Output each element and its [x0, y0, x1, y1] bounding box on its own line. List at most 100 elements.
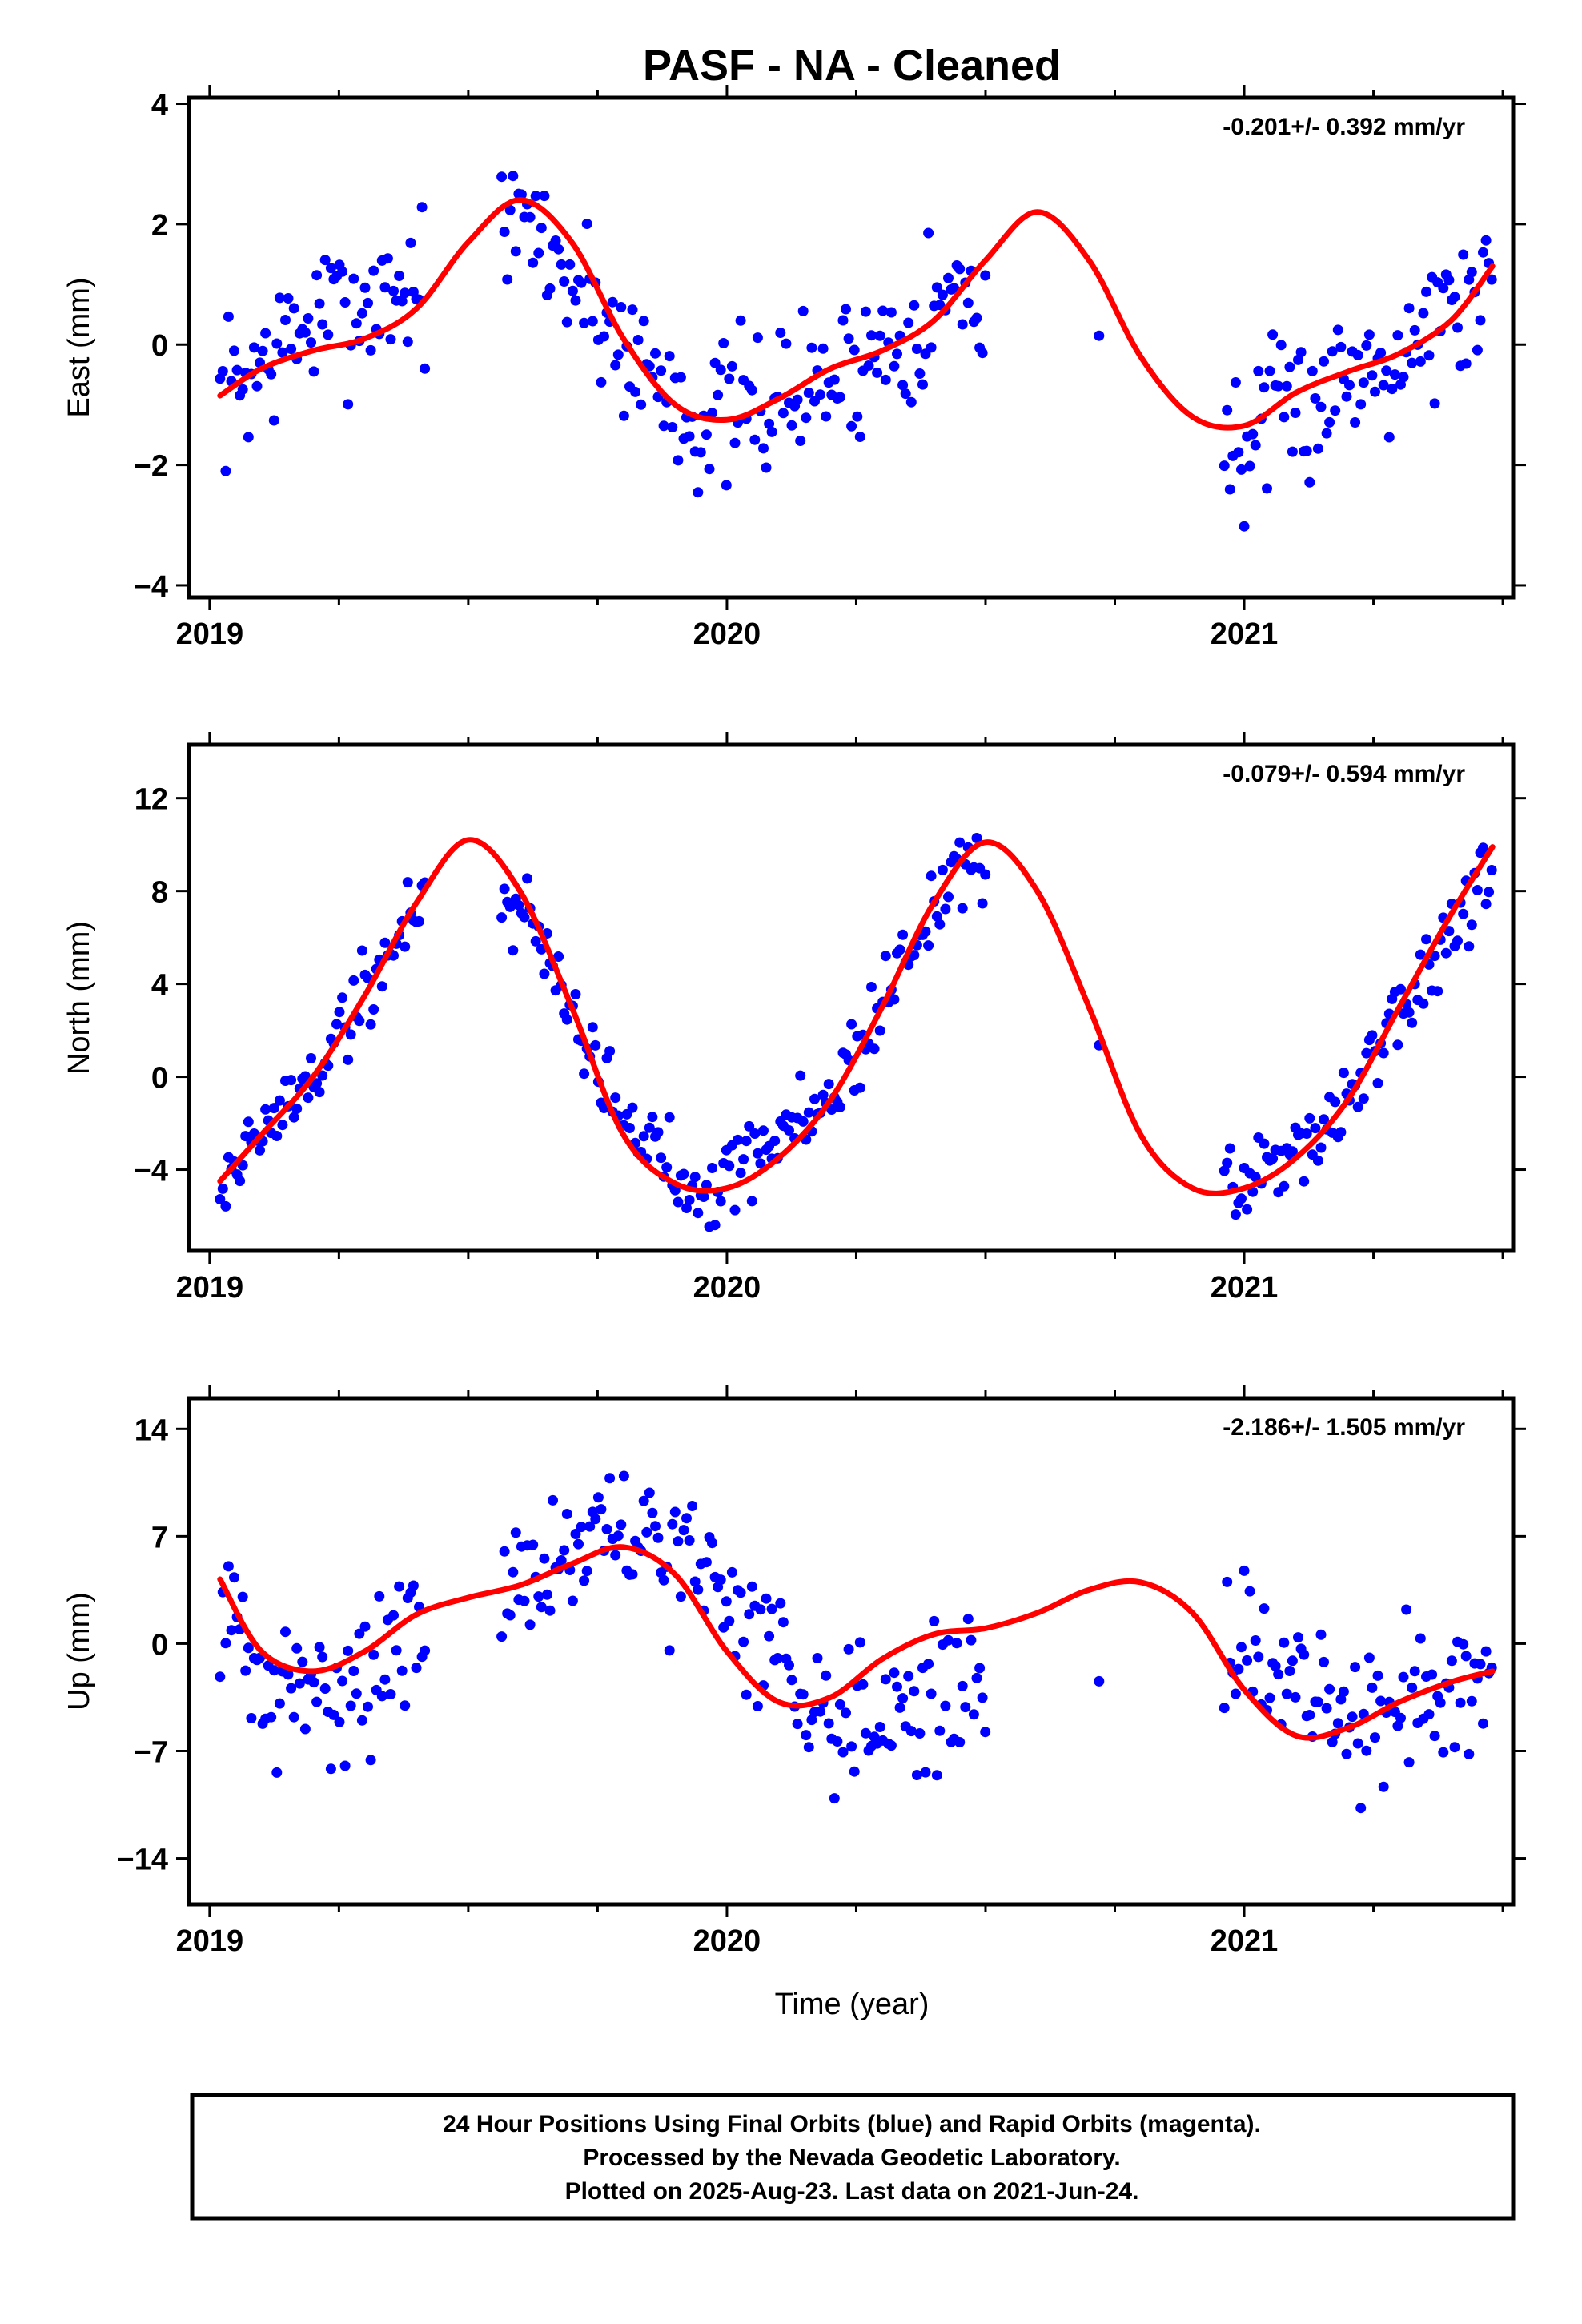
- data-point: [781, 338, 792, 349]
- data-point: [675, 372, 686, 383]
- data-point: [502, 274, 513, 285]
- data-point: [1338, 1068, 1349, 1079]
- data-point: [673, 1196, 684, 1208]
- data-point: [1219, 1703, 1230, 1714]
- data-point: [394, 271, 405, 281]
- data-point: [1281, 380, 1292, 392]
- data-point: [1378, 1047, 1389, 1059]
- data-point: [592, 1492, 604, 1503]
- data-point: [724, 1160, 735, 1172]
- data-point: [854, 1082, 865, 1093]
- data-point: [504, 1610, 516, 1621]
- data-point: [638, 1495, 649, 1506]
- data-point: [231, 364, 243, 376]
- data-point: [826, 1104, 837, 1115]
- data-point: [420, 363, 431, 374]
- data-point: [274, 1698, 285, 1709]
- data-point: [1449, 1742, 1460, 1753]
- data-point: [559, 276, 570, 287]
- data-point: [539, 968, 550, 979]
- data-point: [541, 1589, 552, 1600]
- data-point: [701, 429, 712, 440]
- data-point: [504, 204, 516, 215]
- data-point: [1378, 1781, 1389, 1792]
- data-point: [775, 1598, 786, 1609]
- data-point: [1466, 267, 1477, 278]
- data-point: [664, 1112, 675, 1123]
- data-point: [581, 1566, 592, 1577]
- data-point: [1421, 286, 1431, 297]
- data-point: [1443, 275, 1455, 286]
- data-point: [1421, 934, 1431, 945]
- data-point: [1486, 865, 1497, 875]
- data-point: [980, 270, 991, 281]
- data-point: [746, 384, 757, 396]
- data-point: [314, 1642, 325, 1653]
- data-point: [354, 1015, 365, 1027]
- data-point: [550, 235, 561, 246]
- data-point: [618, 1470, 629, 1482]
- data-point: [801, 1730, 812, 1741]
- data-point: [1464, 941, 1475, 952]
- data-point: [308, 1677, 319, 1688]
- data-point: [678, 1168, 689, 1180]
- data-point: [1244, 460, 1255, 472]
- data-point: [379, 1674, 391, 1685]
- data-point: [761, 1593, 772, 1604]
- data-point: [846, 420, 857, 432]
- data-point: [570, 989, 581, 999]
- data-point: [752, 1148, 763, 1159]
- data-point: [673, 1536, 684, 1547]
- data-point: [880, 951, 891, 962]
- data-point: [658, 420, 669, 432]
- data-point: [934, 1725, 946, 1736]
- data-point: [821, 411, 832, 422]
- data-point: [1253, 1651, 1264, 1663]
- data-point: [1321, 428, 1332, 439]
- data-point: [533, 247, 544, 259]
- data-point: [277, 1120, 288, 1131]
- data-point: [852, 411, 863, 422]
- data-point: [903, 317, 914, 328]
- x-tick-label: 2019: [176, 1924, 244, 1958]
- data-point: [806, 1715, 817, 1726]
- data-point: [638, 1131, 649, 1142]
- data-point: [1233, 447, 1244, 458]
- data-point: [741, 1136, 752, 1147]
- data-point: [905, 1726, 917, 1737]
- data-point: [784, 1125, 794, 1136]
- figure-title: PASF - NA - Cleaned: [643, 42, 1061, 90]
- data-point: [402, 336, 413, 348]
- data-point: [1319, 1114, 1329, 1125]
- data-point: [866, 982, 877, 992]
- data-point: [271, 1131, 283, 1141]
- data-point: [337, 992, 348, 1003]
- data-point: [656, 365, 667, 376]
- data-point: [1480, 899, 1492, 910]
- data-point: [977, 1692, 988, 1703]
- data-point: [1401, 1604, 1412, 1615]
- data-point: [766, 1603, 777, 1614]
- data-point: [934, 919, 946, 930]
- plot-frame: [187, 742, 1516, 1253]
- data-point: [306, 337, 316, 348]
- data-point: [348, 1666, 359, 1676]
- data-point: [1392, 330, 1403, 341]
- data-point: [1242, 1204, 1253, 1215]
- data-point: [1415, 356, 1426, 367]
- data-point: [1219, 460, 1230, 472]
- data-point: [1472, 344, 1483, 356]
- data-point: [1407, 357, 1418, 368]
- data-point: [1330, 405, 1341, 416]
- data-point: [1259, 1603, 1270, 1614]
- data-point: [803, 1742, 814, 1753]
- data-point: [345, 1029, 356, 1040]
- data-point: [1239, 1565, 1250, 1576]
- data-point: [237, 384, 248, 395]
- data-point: [1423, 350, 1435, 361]
- data-point: [240, 1665, 251, 1676]
- data-point: [530, 935, 541, 947]
- data-point: [596, 376, 607, 388]
- data-point: [892, 348, 902, 360]
- data-point: [1250, 1635, 1261, 1646]
